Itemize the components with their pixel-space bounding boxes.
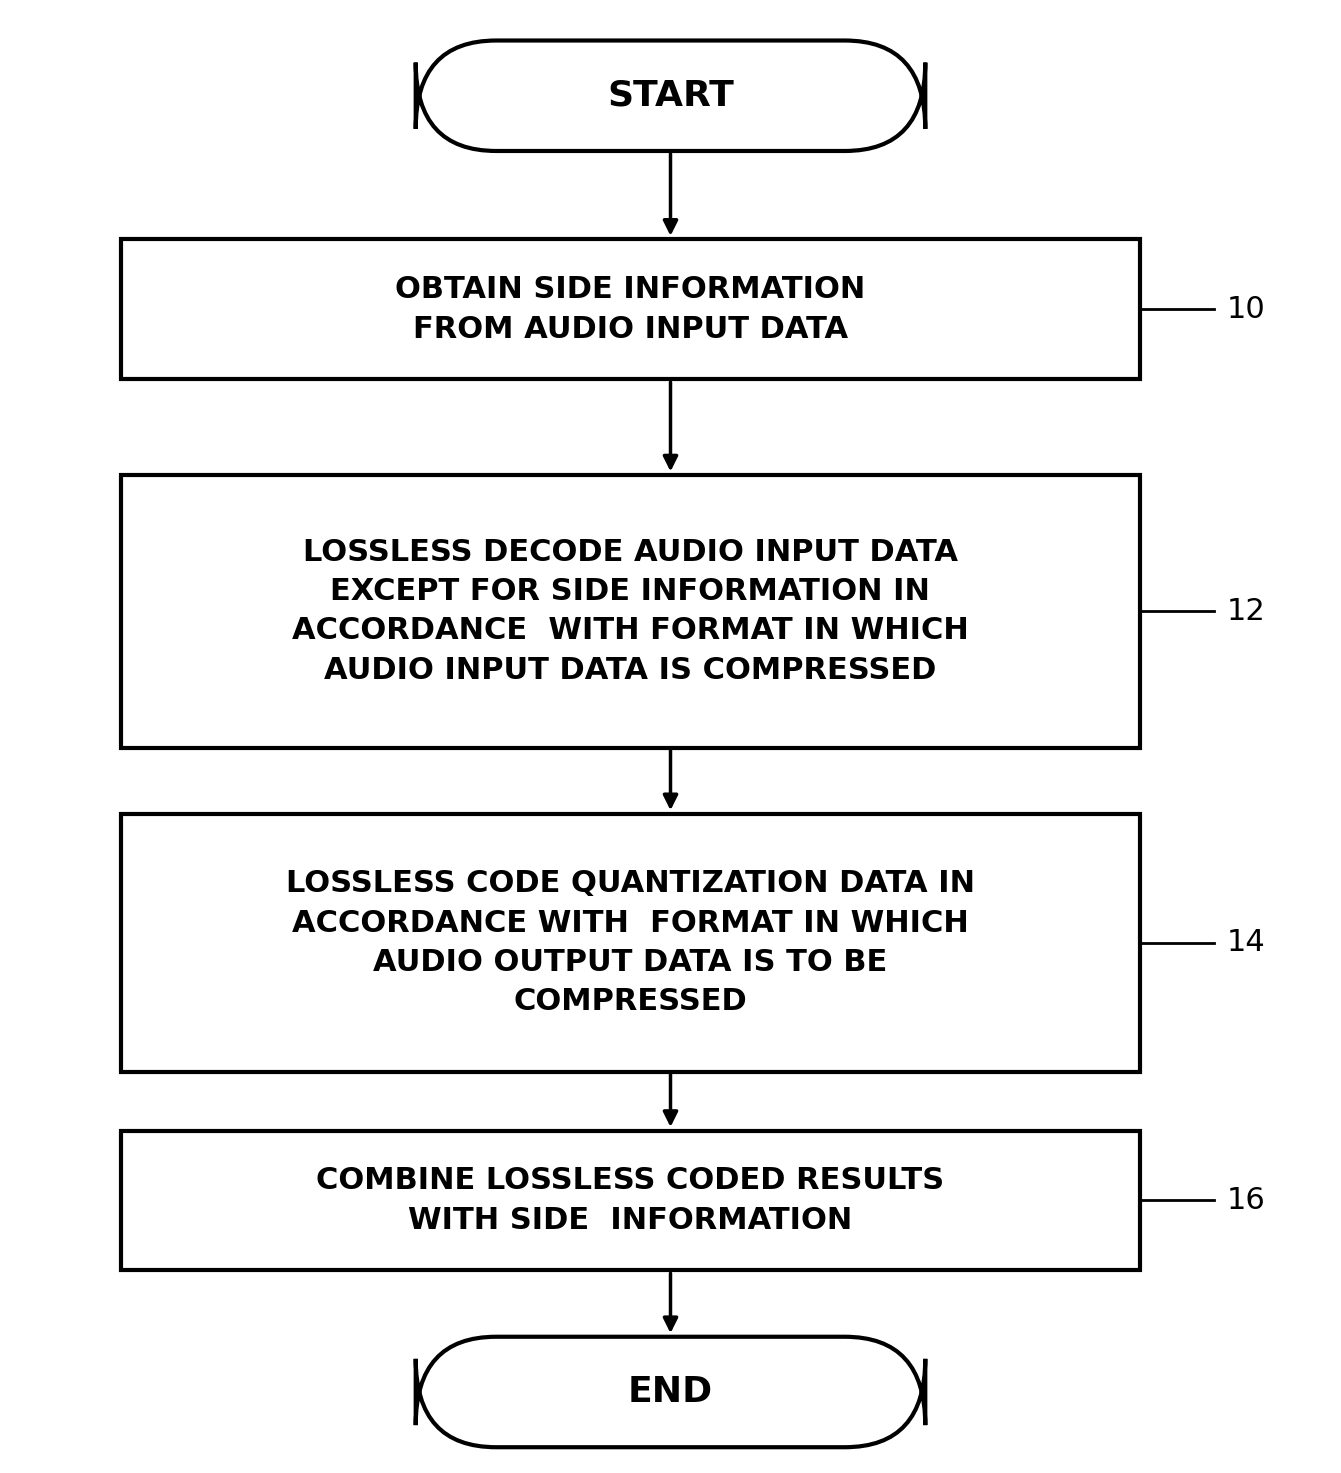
Bar	[121, 474, 1140, 748]
Text: OBTAIN SIDE INFORMATION
FROM AUDIO INPUT DATA: OBTAIN SIDE INFORMATION FROM AUDIO INPUT…	[396, 275, 865, 343]
Bar	[121, 239, 1140, 379]
Text: LOSSLESS CODE QUANTIZATION DATA IN
ACCORDANCE WITH  FORMAT IN WHICH
AUDIO OUTPUT: LOSSLESS CODE QUANTIZATION DATA IN ACCOR…	[286, 869, 975, 1016]
Text: 12: 12	[1227, 597, 1266, 626]
Text: END: END	[628, 1374, 713, 1410]
Text: 16: 16	[1227, 1186, 1266, 1215]
Bar	[121, 1131, 1140, 1270]
Text: START: START	[607, 78, 734, 113]
Text: 10: 10	[1227, 295, 1266, 324]
FancyBboxPatch shape	[416, 1337, 925, 1446]
Text: LOSSLESS DECODE AUDIO INPUT DATA
EXCEPT FOR SIDE INFORMATION IN
ACCORDANCE  WITH: LOSSLESS DECODE AUDIO INPUT DATA EXCEPT …	[292, 538, 968, 685]
FancyBboxPatch shape	[416, 40, 925, 150]
Text: 14: 14	[1227, 928, 1266, 957]
Bar	[121, 815, 1140, 1072]
Text: COMBINE LOSSLESS CODED RESULTS
WITH SIDE  INFORMATION: COMBINE LOSSLESS CODED RESULTS WITH SIDE…	[316, 1167, 944, 1234]
